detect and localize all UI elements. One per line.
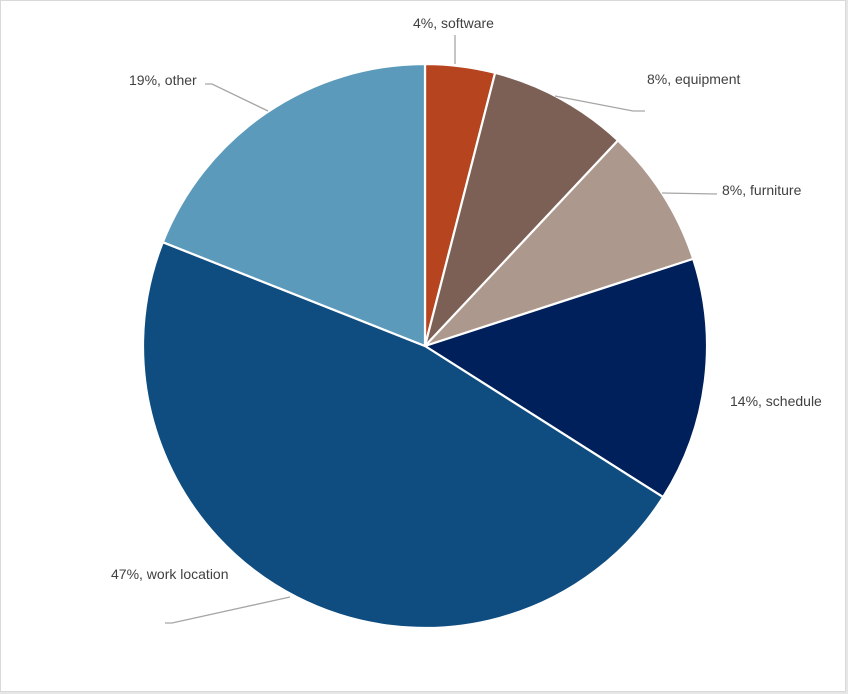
pie-slice-work-location bbox=[141, 241, 665, 630]
data-label-schedule: 14%, schedule bbox=[730, 393, 822, 409]
pie-slice-schedule bbox=[423, 257, 709, 499]
leader-line-equipment bbox=[554, 95, 645, 112]
pie-slice-other bbox=[161, 62, 427, 348]
pie-slices bbox=[141, 62, 709, 630]
leader-lines bbox=[165, 35, 718, 624]
leader-line-work-location bbox=[165, 596, 291, 624]
data-label-equipment: 8%, equipment bbox=[647, 71, 741, 87]
data-label-other: 19%, other bbox=[129, 72, 197, 88]
leader-line-furniture bbox=[661, 192, 718, 195]
pie-slice-equipment bbox=[423, 71, 620, 348]
leader-line-other bbox=[205, 83, 269, 112]
data-label-furniture: 8%, furniture bbox=[722, 182, 802, 198]
data-label-work-location: 47%, work location bbox=[111, 566, 229, 582]
data-label-software: 4%, software bbox=[413, 15, 494, 31]
pie-slice-furniture bbox=[423, 139, 695, 348]
